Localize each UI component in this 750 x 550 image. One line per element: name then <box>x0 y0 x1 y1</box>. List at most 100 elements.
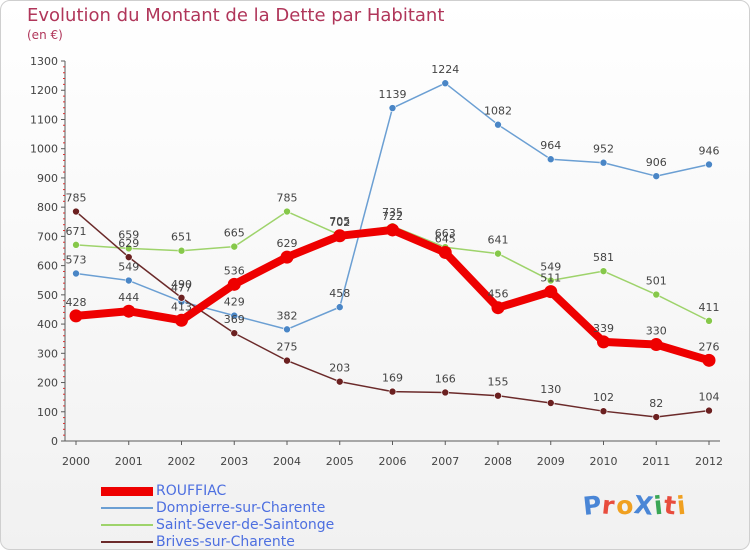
data-label: 645 <box>435 232 456 245</box>
y-tick-label: 100 <box>37 406 58 419</box>
legend-label: Saint-Sever-de-Saintonge <box>156 517 335 533</box>
data-label: 428 <box>66 296 87 309</box>
x-tick-label: 2009 <box>537 455 565 468</box>
data-label: 785 <box>277 192 298 205</box>
y-tick-label: 600 <box>37 260 58 273</box>
chart-axes: 0 100 200 300 400 500 600 700 800 900 1000 1100 1200… <box>30 55 723 468</box>
data-point <box>652 172 661 180</box>
data-label: 102 <box>593 391 614 404</box>
data-label: 275 <box>277 341 298 354</box>
data-point <box>335 303 344 311</box>
data-label: 581 <box>593 251 614 264</box>
data-label: 203 <box>329 362 350 375</box>
data-point <box>72 269 80 278</box>
logo-letter: i <box>675 490 688 521</box>
data-point <box>702 353 716 367</box>
data-label: 104 <box>699 391 720 404</box>
data-point <box>124 244 133 253</box>
x-tick-label: 2003 <box>220 455 248 468</box>
data-label: 671 <box>66 225 87 238</box>
data-point <box>72 207 80 216</box>
data-point <box>494 249 502 258</box>
data-point <box>280 250 294 264</box>
y-tick-label: 300 <box>37 347 58 360</box>
data-label: 651 <box>171 231 192 244</box>
data-point <box>122 304 136 318</box>
data-point <box>599 407 608 415</box>
y-tick-label: 200 <box>37 377 58 390</box>
data-point <box>597 335 610 349</box>
x-tick-label: 2006 <box>379 455 407 468</box>
data-label: 501 <box>646 275 667 288</box>
chart-data-labels: 573 549 477 429 382 458 1139 1224 1082 964 952 906 9… <box>66 63 720 410</box>
data-point <box>72 241 80 249</box>
y-tick-label: 0 <box>51 435 58 448</box>
data-label: 458 <box>329 287 350 300</box>
data-point <box>599 158 608 167</box>
data-label: 413 <box>171 300 192 313</box>
data-label: 1224 <box>431 63 459 76</box>
data-label: 1139 <box>379 88 407 101</box>
legend-swatch <box>101 486 153 496</box>
y-tick-label: 1200 <box>30 84 58 97</box>
data-label: 785 <box>66 192 87 205</box>
data-label: 906 <box>646 156 667 169</box>
x-tick-label: 2005 <box>326 455 354 468</box>
data-point <box>546 399 555 407</box>
data-point <box>386 223 399 237</box>
data-label: 702 <box>329 216 350 229</box>
chart-data-points <box>69 79 716 421</box>
data-point <box>494 120 502 129</box>
data-label: 155 <box>488 376 509 389</box>
data-label: 166 <box>435 372 456 385</box>
data-label: 511 <box>540 272 561 285</box>
data-point <box>69 309 83 323</box>
data-point <box>652 413 661 421</box>
data-label: 964 <box>540 139 561 152</box>
data-point <box>283 207 291 216</box>
data-point <box>124 253 133 261</box>
data-label: 369 <box>224 313 245 326</box>
x-tick-label: 2008 <box>484 455 512 468</box>
data-label: 456 <box>488 288 509 301</box>
data-label: 276 <box>699 340 720 353</box>
data-point <box>546 276 555 285</box>
x-tick-label: 2011 <box>642 455 670 468</box>
x-tick-label: 2000 <box>62 455 90 468</box>
chart-series-lines <box>72 82 713 418</box>
y-tick-label: 900 <box>37 172 58 185</box>
data-label: 411 <box>699 301 720 314</box>
x-tick-label: 2001 <box>115 455 143 468</box>
data-point <box>705 406 713 415</box>
data-label: 659 <box>118 228 139 241</box>
data-point <box>124 276 133 285</box>
data-point <box>494 391 502 400</box>
data-point <box>283 325 291 334</box>
data-label: 629 <box>277 237 298 250</box>
y-tick-label: 800 <box>37 201 58 214</box>
data-point <box>705 317 713 325</box>
data-point <box>175 313 188 327</box>
legend-label: Dompierre-sur-Charente <box>156 500 326 516</box>
data-label: 641 <box>488 234 509 247</box>
data-label: 629 <box>118 237 139 250</box>
data-point <box>388 387 397 396</box>
x-tick-label: 2012 <box>695 455 723 468</box>
data-label: 549 <box>540 261 561 274</box>
data-point <box>652 290 661 299</box>
data-point <box>705 160 713 169</box>
data-label: 946 <box>699 144 720 157</box>
data-point <box>491 301 505 315</box>
data-label: 663 <box>435 227 456 240</box>
data-label: 735 <box>382 206 403 219</box>
data-point <box>546 155 555 164</box>
data-label: 169 <box>382 372 403 385</box>
proxiti-logo: ProXiti <box>582 490 688 521</box>
data-point <box>441 79 450 88</box>
y-tick-label: 700 <box>37 230 58 243</box>
legend-label: Brives-sur-Charente <box>156 534 295 550</box>
legend-swatch <box>101 507 153 509</box>
data-label: 722 <box>382 210 403 223</box>
data-point <box>335 377 344 386</box>
x-tick-label: 2007 <box>431 455 459 468</box>
